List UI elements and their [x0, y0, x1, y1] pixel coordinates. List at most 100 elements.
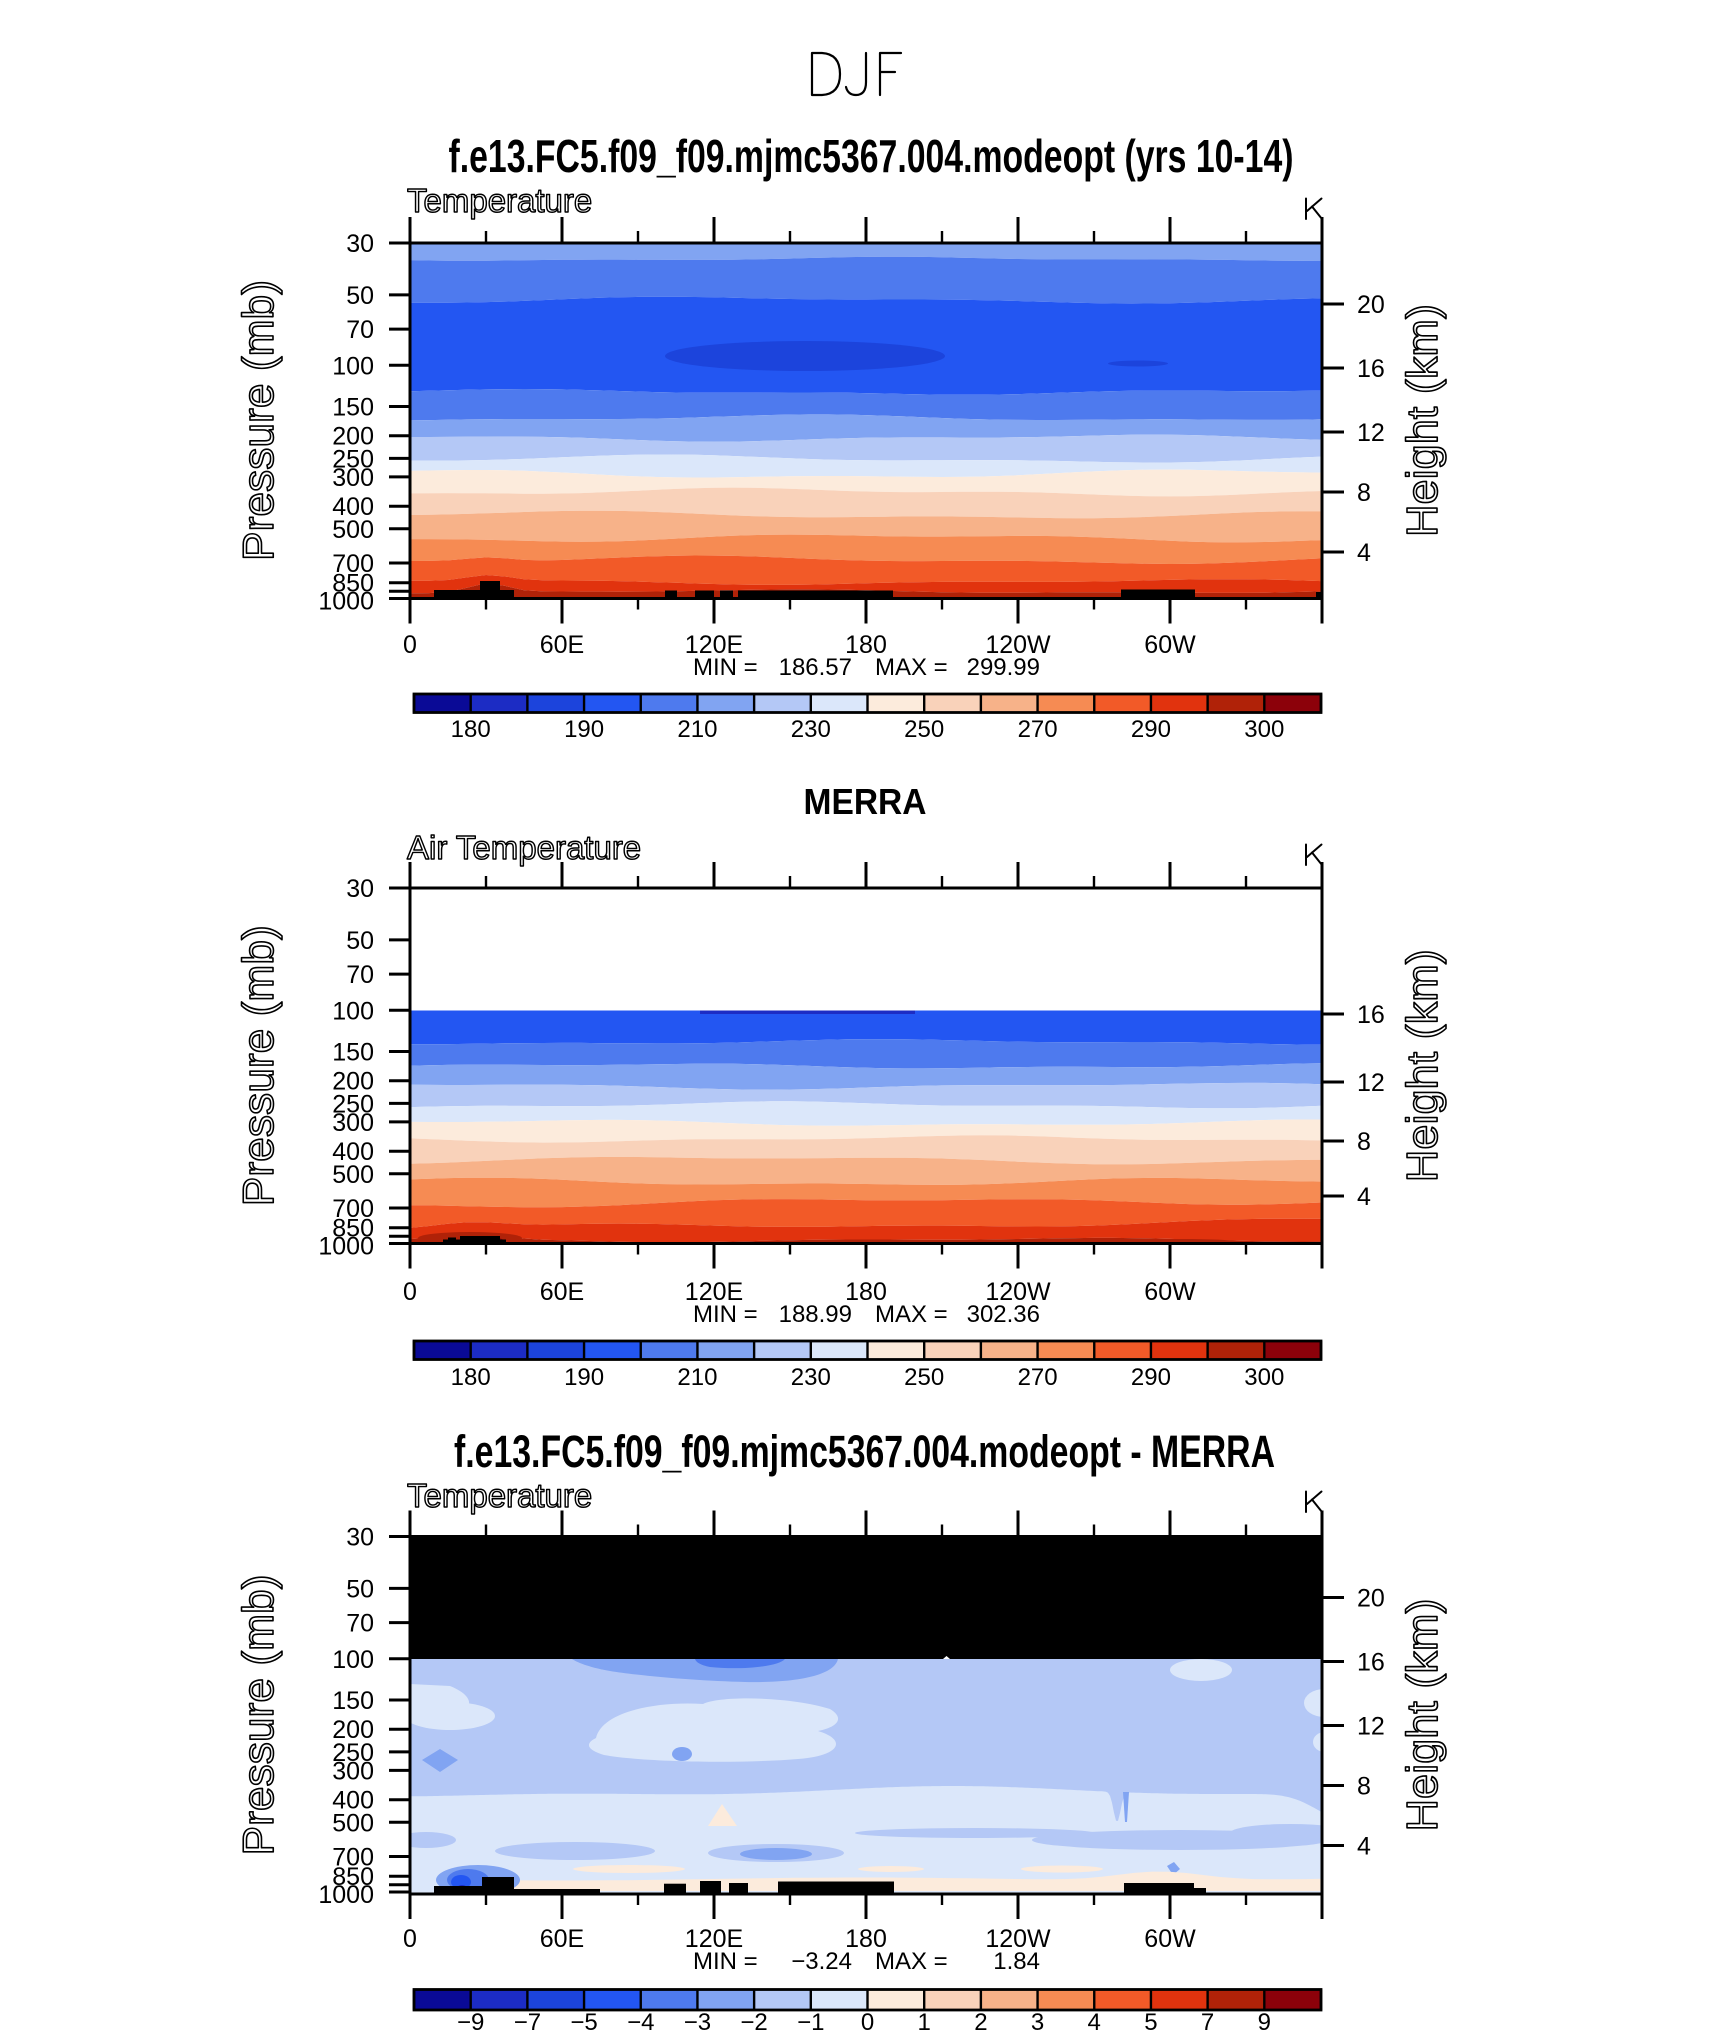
svg-text:120W: 120W	[985, 631, 1051, 659]
svg-text:1000: 1000	[318, 1233, 374, 1261]
svg-text:150: 150	[332, 1039, 374, 1067]
svg-text:70: 70	[346, 1610, 374, 1638]
svg-text:230: 230	[791, 1364, 831, 1391]
svg-text:400: 400	[332, 493, 374, 521]
svg-text:190: 190	[564, 716, 604, 743]
svg-text:50: 50	[346, 1575, 374, 1603]
svg-text:30: 30	[346, 875, 374, 903]
svg-text:250: 250	[332, 1090, 374, 1118]
svg-text:60E: 60E	[540, 1925, 584, 1953]
svg-text:Height (km): Height (km)	[1398, 304, 1447, 537]
svg-text:20: 20	[1357, 1585, 1385, 1613]
svg-text:180: 180	[845, 1278, 887, 1306]
svg-text:8: 8	[1357, 479, 1371, 507]
svg-text:400: 400	[332, 1138, 374, 1166]
svg-text:700: 700	[332, 1844, 374, 1872]
svg-text:850: 850	[332, 570, 374, 598]
svg-text:30: 30	[346, 230, 374, 258]
svg-text:Pressure (mb): Pressure (mb)	[234, 1575, 283, 1856]
svg-text:300: 300	[332, 1757, 374, 1785]
svg-text:200: 200	[332, 1716, 374, 1744]
svg-text:1: 1	[918, 2009, 931, 2036]
svg-text:60W: 60W	[1144, 631, 1196, 659]
svg-text:Pressure (mb): Pressure (mb)	[234, 925, 283, 1206]
svg-text:60W: 60W	[1144, 1925, 1196, 1953]
svg-text:1000: 1000	[318, 588, 374, 616]
svg-text:100: 100	[332, 997, 374, 1025]
svg-text:180: 180	[451, 716, 491, 743]
svg-text:120E: 120E	[685, 1925, 743, 1953]
svg-text:4: 4	[1357, 1833, 1371, 1861]
svg-text:300: 300	[1244, 1364, 1284, 1391]
svg-text:270: 270	[1018, 716, 1058, 743]
svg-text:9: 9	[1258, 2009, 1271, 2036]
svg-text:−4: −4	[627, 2009, 654, 2036]
svg-text:300: 300	[1244, 716, 1284, 743]
svg-text:16: 16	[1357, 355, 1385, 383]
svg-text:200: 200	[332, 423, 374, 451]
svg-text:299.99: 299.99	[967, 654, 1040, 681]
svg-text:0: 0	[403, 1278, 417, 1306]
svg-text:120E: 120E	[685, 631, 743, 659]
svg-text:60W: 60W	[1144, 1278, 1196, 1306]
svg-text:−2: −2	[740, 2009, 767, 2036]
svg-text:−3.24: −3.24	[791, 1948, 852, 1975]
svg-text:0: 0	[403, 631, 417, 659]
svg-text:−1: −1	[797, 2009, 824, 2036]
svg-text:400: 400	[332, 1787, 374, 1815]
svg-text:290: 290	[1131, 716, 1171, 743]
svg-text:8: 8	[1357, 1773, 1371, 1801]
svg-text:20: 20	[1357, 291, 1385, 319]
svg-text:4: 4	[1357, 539, 1371, 567]
svg-text:7: 7	[1201, 2009, 1214, 2036]
svg-text:850: 850	[332, 1215, 374, 1243]
svg-text:Air Temperature: Air Temperature	[407, 829, 641, 866]
svg-text:50: 50	[346, 282, 374, 310]
svg-text:200: 200	[332, 1068, 374, 1096]
svg-text:250: 250	[332, 1739, 374, 1767]
svg-text:500: 500	[332, 1809, 374, 1837]
svg-text:MAX =: MAX =	[875, 1948, 948, 1975]
svg-text:270: 270	[1018, 1364, 1058, 1391]
svg-text:210: 210	[677, 1364, 717, 1391]
svg-text:0: 0	[861, 2009, 874, 2036]
svg-text:70: 70	[346, 961, 374, 989]
svg-text:3: 3	[1031, 2009, 1044, 2036]
svg-text:180: 180	[845, 631, 887, 659]
svg-text:180: 180	[845, 1925, 887, 1953]
svg-text:70: 70	[346, 316, 374, 344]
svg-text:1.84: 1.84	[993, 1948, 1040, 1975]
svg-text:f.e13.FC5.f09_f09.mjmc5367.004: f.e13.FC5.f09_f09.mjmc5367.004.modeopt (…	[449, 130, 1294, 182]
svg-text:12: 12	[1357, 1713, 1385, 1741]
svg-text:700: 700	[332, 1195, 374, 1223]
svg-text:120W: 120W	[985, 1925, 1051, 1953]
svg-text:12: 12	[1357, 419, 1385, 447]
svg-text:180: 180	[451, 1364, 491, 1391]
svg-text:250: 250	[904, 716, 944, 743]
svg-text:50: 50	[346, 927, 374, 955]
svg-text:MIN =: MIN =	[693, 1301, 758, 1328]
svg-text:500: 500	[332, 1161, 374, 1189]
svg-text:120W: 120W	[985, 1278, 1051, 1306]
svg-text:f.e13.FC5.f09_f09.mjmc5367.004: f.e13.FC5.f09_f09.mjmc5367.004.modeopt -…	[454, 1426, 1275, 1477]
svg-text:100: 100	[332, 352, 374, 380]
svg-text:850: 850	[332, 1863, 374, 1891]
svg-text:250: 250	[332, 445, 374, 473]
svg-text:MIN =: MIN =	[693, 1948, 758, 1975]
svg-text:186.57: 186.57	[779, 654, 852, 681]
svg-text:0: 0	[403, 1925, 417, 1953]
svg-text:16: 16	[1357, 1001, 1385, 1029]
svg-text:700: 700	[332, 550, 374, 578]
svg-text:12: 12	[1357, 1069, 1385, 1097]
svg-text:230: 230	[791, 716, 831, 743]
svg-text:MAX =: MAX =	[875, 1301, 948, 1328]
svg-text:60E: 60E	[540, 631, 584, 659]
svg-text:Height (km): Height (km)	[1398, 1599, 1447, 1832]
svg-text:Temperature: Temperature	[407, 182, 592, 219]
svg-text:4: 4	[1088, 2009, 1101, 2036]
svg-text:210: 210	[677, 716, 717, 743]
svg-text:190: 190	[564, 1364, 604, 1391]
svg-text:−9: −9	[457, 2009, 484, 2036]
svg-text:2: 2	[974, 2009, 987, 2036]
svg-text:MERRA: MERRA	[804, 781, 927, 822]
